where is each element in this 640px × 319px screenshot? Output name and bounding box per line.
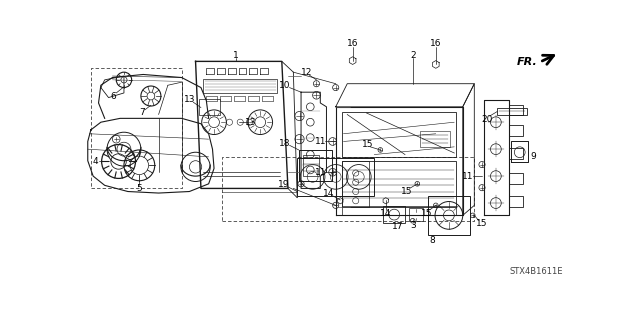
Text: 16: 16 — [347, 39, 358, 48]
Bar — [297, 158, 374, 196]
Text: 19: 19 — [278, 180, 289, 189]
Text: 14: 14 — [380, 209, 392, 218]
Text: 7: 7 — [139, 108, 145, 117]
Text: 10: 10 — [279, 81, 291, 90]
Bar — [342, 112, 456, 157]
Text: FR.: FR. — [516, 57, 537, 67]
Text: 15: 15 — [476, 219, 488, 228]
Bar — [420, 131, 450, 147]
Text: 9: 9 — [530, 152, 536, 161]
Text: 16: 16 — [430, 39, 442, 48]
Bar — [198, 99, 220, 115]
Text: 6: 6 — [110, 92, 116, 100]
Text: 14: 14 — [323, 189, 335, 197]
Bar — [509, 105, 523, 115]
Bar — [509, 148, 523, 159]
Text: 1: 1 — [233, 51, 239, 60]
Bar — [428, 196, 470, 235]
Text: 20: 20 — [481, 115, 492, 124]
Bar — [303, 154, 319, 176]
Text: 8: 8 — [430, 235, 436, 245]
Bar — [509, 173, 523, 184]
Text: 5: 5 — [136, 184, 142, 193]
Text: 2: 2 — [410, 51, 415, 60]
Bar — [497, 108, 527, 115]
Text: 12: 12 — [301, 68, 312, 77]
Bar — [509, 196, 523, 207]
Text: 18: 18 — [279, 138, 291, 147]
Text: 3: 3 — [410, 221, 415, 230]
Bar — [383, 206, 405, 223]
Bar — [409, 208, 422, 221]
Text: 15: 15 — [362, 140, 373, 149]
Text: 15: 15 — [401, 187, 412, 196]
Bar — [342, 206, 456, 215]
Bar — [342, 161, 456, 207]
Text: 11: 11 — [314, 168, 326, 177]
Bar — [509, 125, 523, 136]
Text: 11: 11 — [462, 172, 474, 181]
Text: 17: 17 — [392, 222, 403, 231]
Text: 15: 15 — [421, 209, 432, 218]
Text: STX4B1611E: STX4B1611E — [509, 267, 563, 276]
Text: 13: 13 — [184, 95, 196, 104]
Bar — [204, 79, 277, 93]
Text: 4: 4 — [93, 157, 99, 166]
Text: 13: 13 — [245, 118, 257, 127]
Bar — [342, 161, 369, 207]
Text: 11: 11 — [314, 137, 326, 146]
